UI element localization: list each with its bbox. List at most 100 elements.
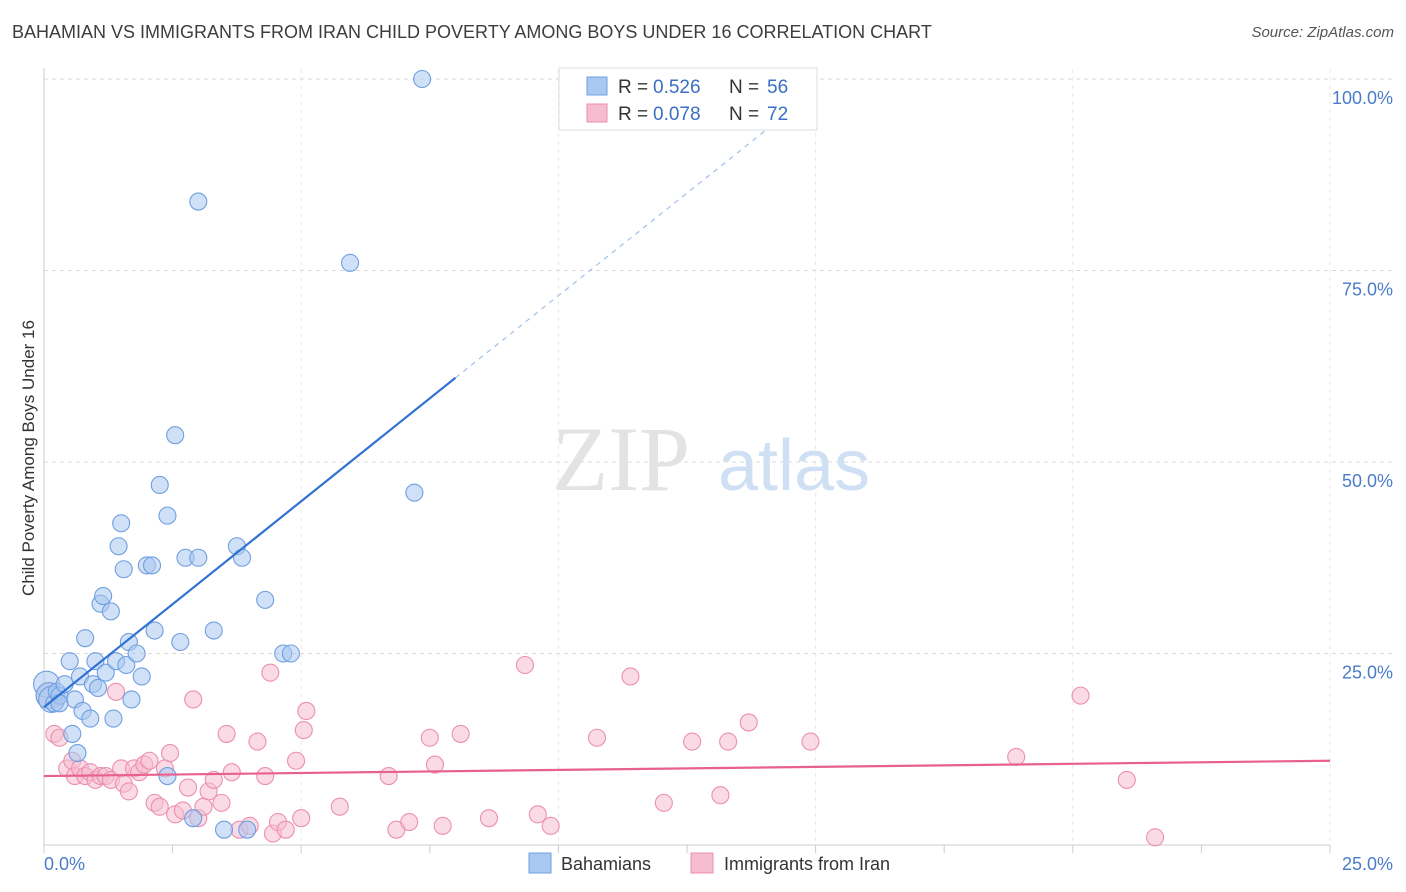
chart-title: BAHAMIAN VS IMMIGRANTS FROM IRAN CHILD P…	[12, 22, 932, 42]
legend-top: R = 0.526 N = 56 R = 0.078 N = 72	[558, 67, 818, 131]
iran-point-33	[212, 793, 231, 812]
bahamians-point-22	[104, 709, 123, 728]
bahamians-trend-line	[43, 376, 457, 708]
iran-point-62	[683, 732, 702, 751]
bahamians-point-46	[232, 548, 252, 567]
iran-point-42	[276, 820, 295, 839]
y-tick-label-0: 100.0%	[1332, 88, 1393, 108]
bahamians-point-36	[158, 506, 177, 525]
bottom-legend-label-2: Immigrants from Iran	[724, 854, 890, 874]
iran-point-39	[256, 767, 275, 786]
bahamians-point-53	[413, 69, 432, 89]
iran-trend-line	[43, 759, 1331, 778]
iran-point-48	[379, 767, 398, 786]
iran-point-24	[160, 744, 180, 763]
bottom-legend-swatch-blue	[528, 852, 552, 874]
y-tick-labels: 100.0% 75.0% 50.0% 25.0%	[1332, 88, 1393, 683]
legend-swatch-blue	[586, 76, 608, 96]
bahamians-point-17	[88, 678, 108, 698]
y-tick-label-3: 25.0%	[1342, 663, 1393, 683]
bahamians-point-48	[256, 590, 275, 609]
iran-point-43	[287, 751, 306, 770]
legend-n-label-1: N =	[729, 77, 759, 98]
iran-point-54	[451, 724, 470, 743]
iran-point-32	[204, 770, 223, 789]
bahamians-point-54	[50, 694, 69, 713]
bahamians-point-25	[112, 514, 131, 533]
iran-point-51	[420, 728, 439, 747]
bahamians-point-8	[63, 724, 82, 743]
legend-r-value-2: 0.078	[653, 104, 701, 125]
iran-point-16	[119, 782, 138, 801]
series-bahamians-points	[33, 69, 432, 839]
bahamians-point-19	[94, 586, 113, 606]
watermark-atlas: atlas	[718, 426, 870, 506]
bahamians-point-52	[405, 483, 424, 502]
iran-point-67	[1007, 747, 1026, 766]
iran-point-52	[425, 755, 444, 774]
iran-point-55	[479, 809, 499, 828]
iran-point-56	[515, 655, 535, 675]
bahamians-point-10	[68, 744, 87, 763]
iran-point-13	[106, 682, 126, 701]
bahamians-point-39	[171, 632, 190, 652]
legend-r-label-1: R =	[618, 77, 648, 98]
iran-point-27	[178, 778, 198, 797]
bahamians-point-51	[341, 253, 360, 272]
bahamians-point-7	[60, 652, 79, 671]
bottom-legend-label-1: Bahamians	[561, 854, 651, 874]
bahamians-trend-extension	[455, 89, 817, 379]
legend-r-value-1: 0.526	[653, 77, 701, 98]
iran-point-70	[1146, 828, 1165, 847]
legend-bottom: Bahamians Immigrants from Iran	[528, 852, 890, 874]
iran-point-50	[400, 812, 419, 832]
iran-point-34	[217, 724, 236, 743]
legend-r-label-2: R =	[618, 104, 648, 125]
bahamians-point-27	[117, 655, 136, 675]
iran-point-69	[1117, 770, 1136, 789]
x-tick-label-1: 25.0%	[1342, 854, 1393, 874]
iran-point-28	[184, 690, 203, 709]
iran-point-44	[294, 721, 313, 740]
iran-point-47	[330, 797, 349, 816]
bahamians-point-55	[184, 809, 203, 828]
bahamians-point-41	[189, 548, 208, 567]
x-tick-labels: 0.0% 25.0%	[44, 854, 1393, 874]
bahamians-point-43	[204, 621, 223, 640]
iran-point-20	[140, 751, 159, 770]
bahamians-point-44	[214, 820, 234, 839]
bahamians-point-30	[127, 644, 146, 663]
trend-lines	[43, 89, 1331, 778]
bahamians-point-50	[281, 644, 300, 663]
bahamians-point-33	[142, 556, 162, 575]
bahamians-point-21	[101, 602, 120, 621]
iran-point-61	[654, 793, 673, 812]
legend-n-value-2: 72	[767, 104, 788, 125]
iran-point-71	[261, 663, 280, 682]
iran-point-46	[292, 809, 311, 828]
legend-swatch-pink	[586, 103, 608, 123]
grid-lines	[43, 68, 1392, 853]
legend-n-label-2: N =	[729, 104, 759, 125]
bahamians-point-14	[81, 709, 100, 728]
bahamians-point-34	[145, 621, 164, 640]
bahamians-point-31	[132, 667, 151, 686]
y-axis-label: Child Poverty Among Boys Under 16	[19, 320, 38, 596]
bahamians-point-47	[238, 820, 257, 839]
bahamians-point-13	[76, 629, 95, 648]
iran-point-59	[587, 728, 607, 747]
iran-point-64	[719, 732, 738, 751]
bahamians-point-26	[114, 560, 133, 579]
iran-point-53	[433, 816, 452, 835]
bottom-legend-swatch-pink	[690, 852, 714, 874]
iran-point-58	[541, 816, 560, 835]
watermark-zip: ZIP	[552, 408, 690, 510]
bahamians-point-42	[189, 192, 208, 211]
bahamians-point-37	[158, 767, 177, 786]
bahamians-point-16	[86, 652, 105, 671]
y-tick-label-1: 75.0%	[1342, 280, 1393, 300]
iran-point-57	[528, 805, 547, 824]
iran-point-35	[222, 763, 241, 782]
y-tick-label-2: 50.0%	[1342, 471, 1393, 491]
